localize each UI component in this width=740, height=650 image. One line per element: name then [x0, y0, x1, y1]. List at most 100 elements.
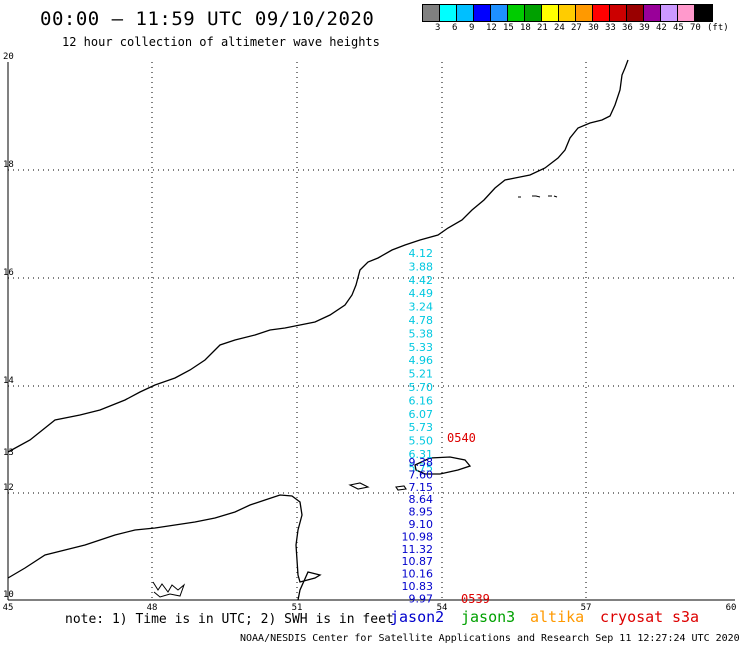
wave-height-value: 5.38 — [409, 327, 434, 340]
small-island-1 — [348, 482, 370, 490]
legend-swatch — [559, 5, 576, 21]
footer-note: note: 1) Time is in UTC; 2) SWH is in fe… — [65, 612, 394, 627]
wave-height-value: 9.10 — [409, 518, 434, 531]
wave-height-value: 11.32 — [402, 543, 434, 556]
map-subtitle: 12 hour collection of altimeter wave hei… — [62, 35, 380, 49]
legend-label: 70 — [690, 23, 701, 33]
x-tick-label: 45 — [3, 603, 14, 613]
legend-swatch — [423, 5, 440, 21]
satellite-label: cryosat — [600, 608, 664, 626]
x-tick-label: 57 — [581, 603, 592, 613]
legend-swatch — [576, 5, 593, 21]
wave-height-value: 5.75 — [409, 461, 434, 474]
legend-label: 30 — [588, 23, 599, 33]
legend-label: 39 — [639, 23, 650, 33]
legend-label: 24 — [554, 23, 565, 33]
axis-labels: 45 48 51 54 57 60 20 18 16 14 12 10 13 — [3, 52, 737, 613]
wave-height-value: 9.38 — [409, 456, 434, 469]
wave-height-value: 8.64 — [409, 493, 434, 506]
credit-line: NOAA/NESDIS Center for Satellite Applica… — [240, 633, 740, 644]
y-tick-label: 20 — [3, 52, 14, 62]
wave-height-value: 7.15 — [409, 481, 434, 494]
legend-swatch — [491, 5, 508, 21]
wave-height-value: 9.97 — [409, 592, 434, 605]
legend-swatch — [525, 5, 542, 21]
legend-swatch — [457, 5, 474, 21]
wave-height-value: 4.78 — [409, 314, 434, 327]
legend-swatch — [508, 5, 525, 21]
legend-label: 15 — [503, 23, 514, 33]
legend-label: 12 — [486, 23, 497, 33]
y-tick-label: 10 — [3, 590, 14, 600]
wave-height-value: 4.96 — [409, 354, 434, 367]
legend-label: 3 — [435, 23, 441, 33]
satellite-label: altika — [530, 608, 585, 626]
legend-swatch — [695, 5, 712, 21]
y-tick-label: 16 — [3, 268, 14, 278]
legend-swatch — [678, 5, 695, 21]
wave-height-value: 5.73 — [409, 421, 434, 434]
coastline — [7, 59, 629, 453]
grid-lines — [8, 62, 735, 600]
legend-swatch — [474, 5, 491, 21]
wave-height-value: 5.70 — [409, 381, 434, 394]
jason-track-blue: 9.387.607.158.648.959.1010.9811.3210.871… — [402, 456, 434, 605]
legend-swatch — [610, 5, 627, 21]
y-tick-label: 12 — [3, 483, 14, 493]
x-tick-label: 60 — [726, 603, 737, 613]
legend-label: 18 — [520, 23, 531, 33]
legend-label: 33 — [605, 23, 616, 33]
wave-height-value: 4.12 — [409, 247, 434, 260]
satellite-label: s3a — [672, 608, 700, 626]
map-title: 00:00 – 11:59 UTC 09/10/2020 — [40, 8, 375, 30]
x-tick-label: 54 — [437, 603, 448, 613]
jason-track-cyan: 4.123.884.424.493.244.785.385.334.965.21… — [409, 247, 434, 474]
wave-height-value: 10.16 — [402, 568, 434, 581]
legend-swatch — [440, 5, 457, 21]
satellite-label: jason3 — [461, 608, 516, 626]
wave-height-value: 6.16 — [409, 394, 434, 407]
wave-height-value: 8.95 — [409, 506, 434, 519]
wave-height-value: 10.87 — [402, 555, 434, 568]
small-island-2 — [395, 485, 407, 491]
legend-label: 36 — [622, 23, 633, 33]
track-time-bottom: 0539 — [461, 592, 490, 606]
wave-height-value: 5.33 — [409, 341, 434, 354]
wave-height-value: 4.42 — [409, 274, 434, 287]
coastal-shoals — [152, 581, 186, 598]
legend-label: 42 — [656, 23, 667, 33]
socotra-island — [414, 456, 472, 475]
x-tick-label: 51 — [292, 603, 303, 613]
y-tick-label: 13 — [3, 448, 14, 458]
satellite-label: jason2 — [390, 608, 445, 626]
legend-label: 45 — [673, 23, 684, 33]
wave-height-value: 6.31 — [409, 448, 434, 461]
wave-height-value: 3.24 — [409, 301, 434, 314]
wave-height-value: 10.98 — [402, 530, 434, 543]
legend-label: 21 — [537, 23, 548, 33]
legend-labels: 3 6 9 12 15 18 21 24 27 30 33 36 39 42 45 70 (ft) — [422, 23, 740, 35]
wave-height-value: 5.21 — [409, 368, 434, 381]
legend-label: (ft) — [707, 23, 729, 33]
legend-label: 9 — [469, 23, 475, 33]
legend-swatch — [593, 5, 610, 21]
wave-height-value: 6.07 — [409, 408, 434, 421]
legend-swatch — [542, 5, 559, 21]
track-time-top: 0540 — [447, 431, 476, 445]
wave-height-value: 4.49 — [409, 287, 434, 300]
legend-swatch — [661, 5, 678, 21]
color-legend — [422, 4, 713, 22]
legend-swatch — [644, 5, 661, 21]
wave-height-value: 5.50 — [409, 435, 434, 448]
legend-swatch — [627, 5, 644, 21]
legend-label: 27 — [571, 23, 582, 33]
wave-height-value: 7.60 — [409, 468, 434, 481]
legend-label: 6 — [452, 23, 458, 33]
y-tick-label: 14 — [3, 376, 14, 386]
southern-coastline — [7, 494, 322, 601]
kuria-muria-islands — [518, 195, 558, 198]
wave-height-value: 3.88 — [409, 260, 434, 273]
y-tick-label: 18 — [3, 160, 14, 170]
x-tick-label: 48 — [147, 603, 158, 613]
